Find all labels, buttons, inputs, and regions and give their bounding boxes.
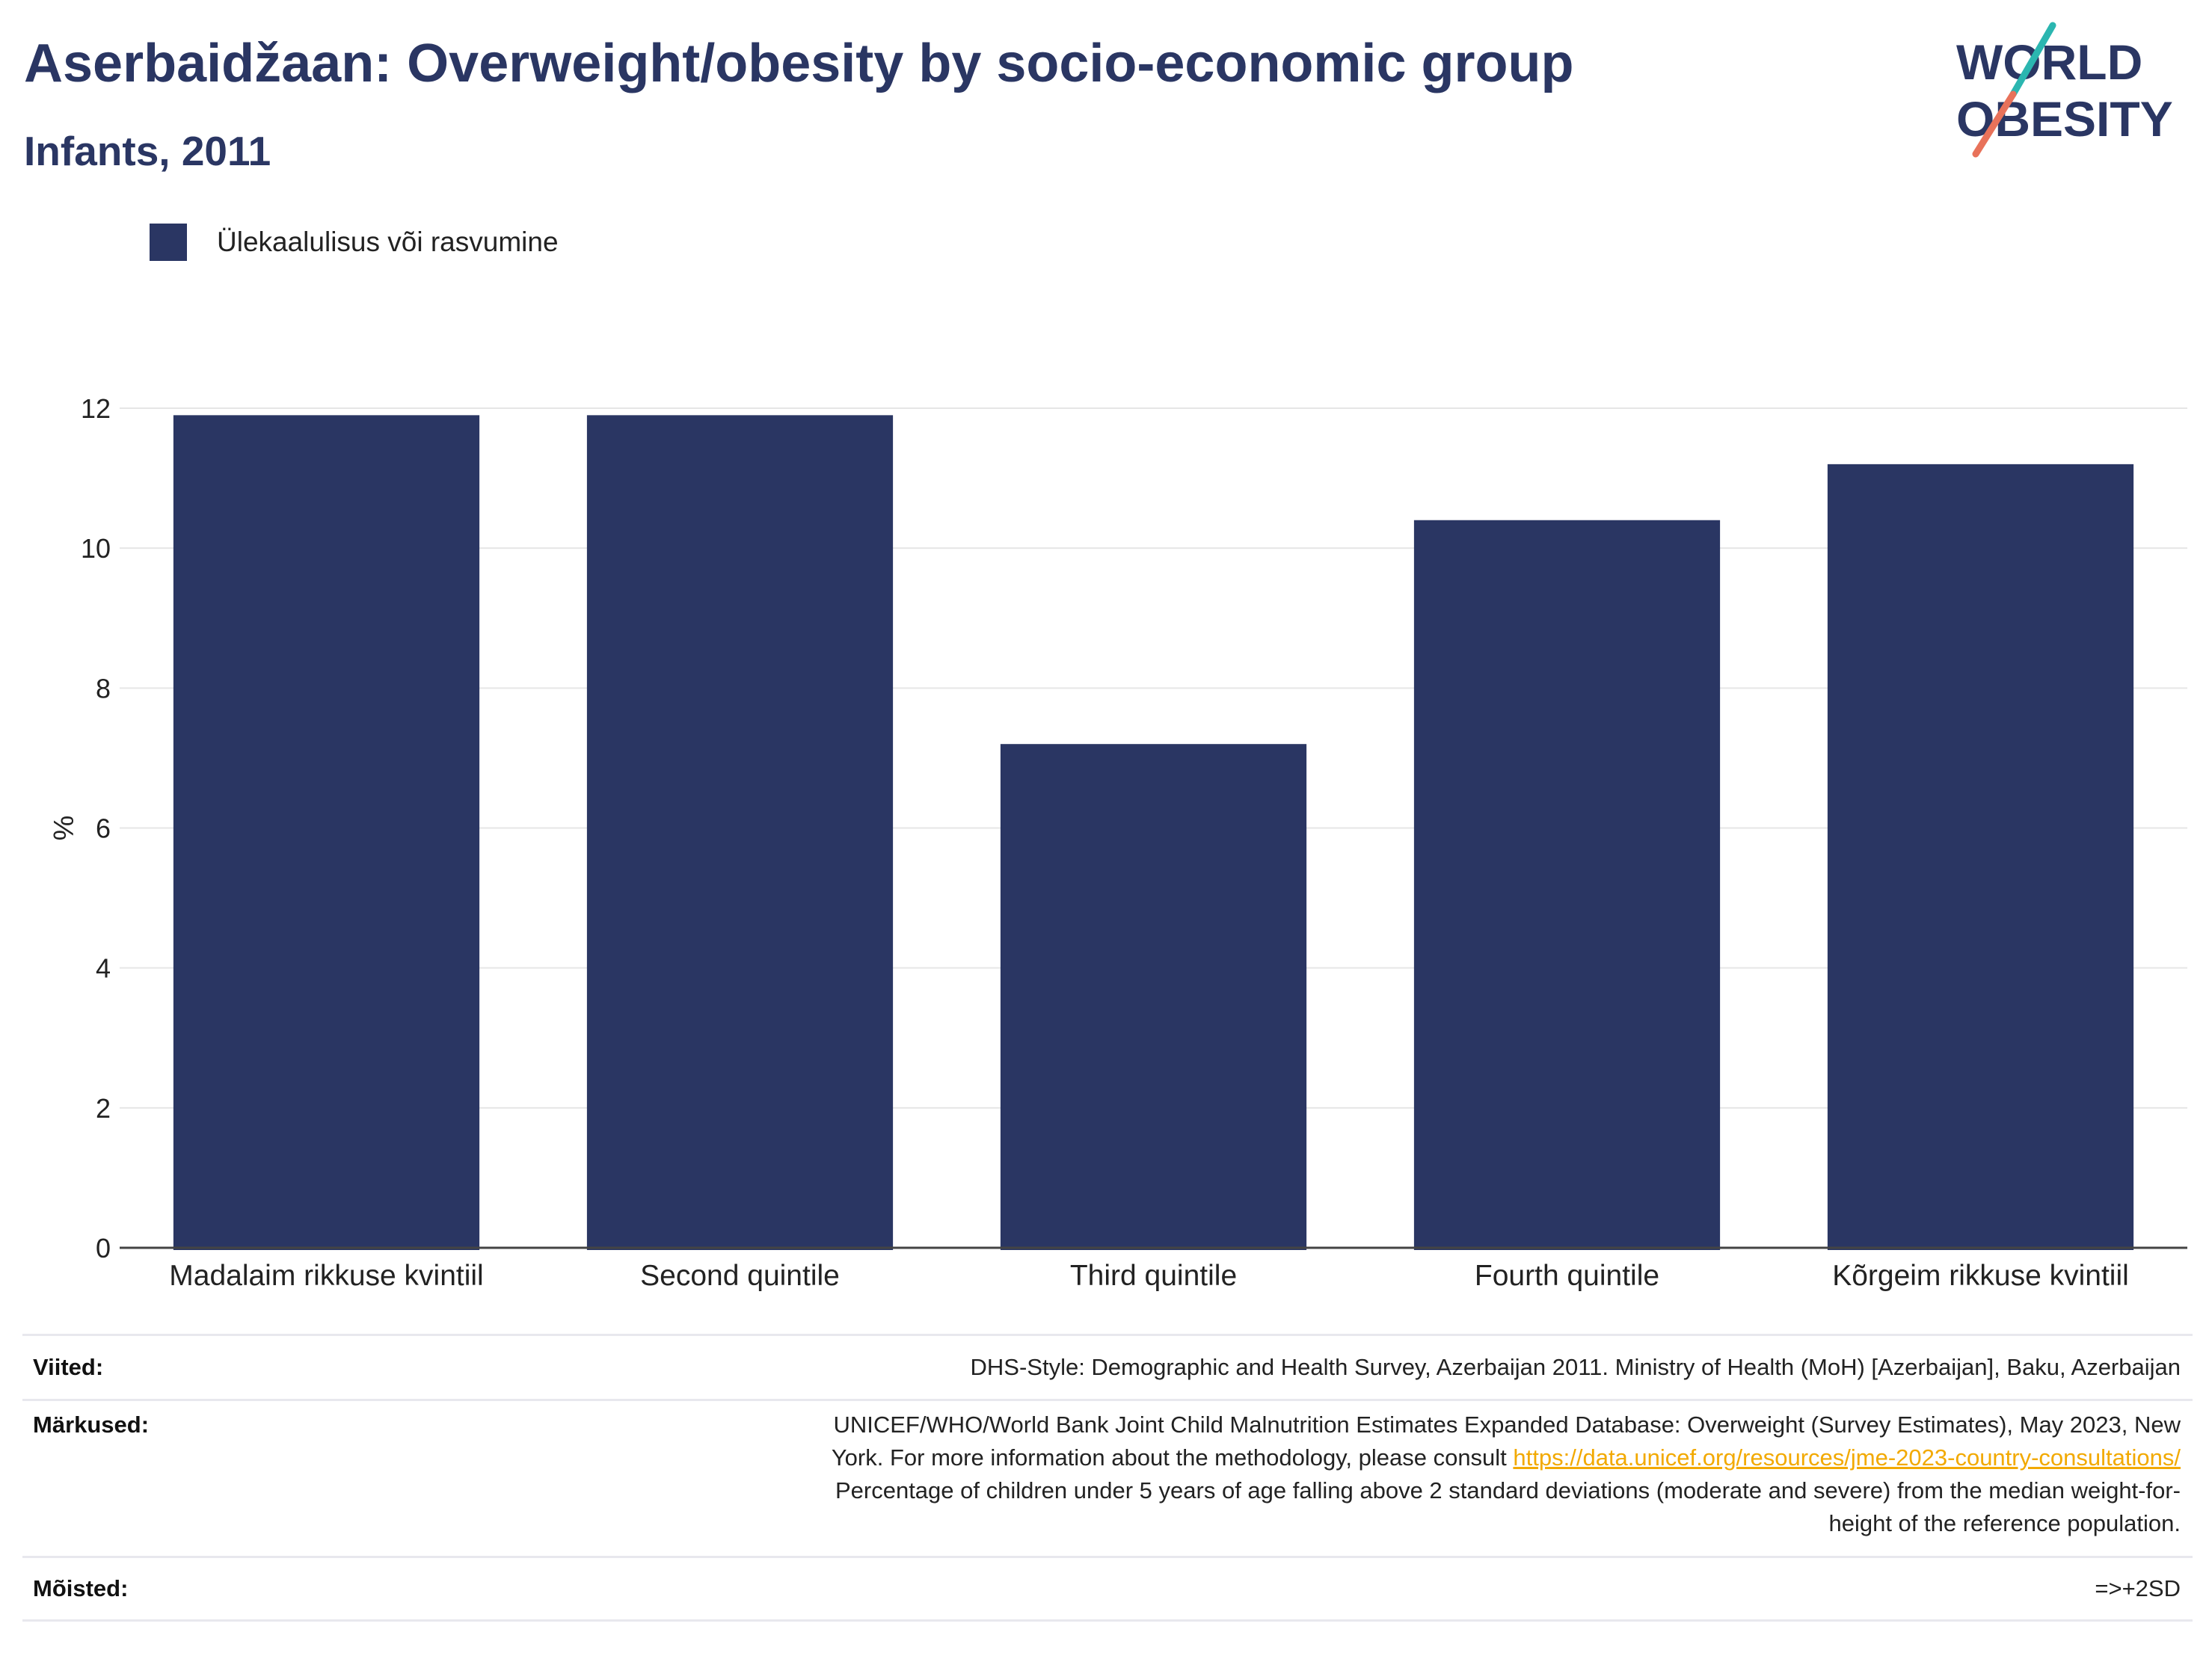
chart-footer: Viited: DHS-Style: Demographic and Healt…: [22, 1334, 2193, 1622]
chart-title: Aserbaidžaan: Overweight/obesity by soci…: [24, 34, 1574, 93]
chart-legend: Ülekaalulisus või rasvumine: [150, 223, 559, 262]
notes-line-4: height of the reference population.: [1828, 1510, 2181, 1536]
sources-label: Viited:: [33, 1354, 104, 1380]
bar: [173, 415, 480, 1250]
y-tick-label: 0: [96, 1233, 111, 1263]
y-tick-label: 6: [96, 813, 111, 844]
y-tick-label: 8: [96, 673, 111, 704]
bar: [1000, 744, 1307, 1250]
logo-slash-top-icon: [2009, 22, 2056, 98]
y-tick-label: 2: [96, 1093, 111, 1124]
definitions-text: =>+2SD: [2095, 1575, 2181, 1601]
bar: [1827, 464, 2134, 1250]
notes-label: Märkused:: [33, 1412, 150, 1438]
sources-text: DHS-Style: Demographic and Health Survey…: [970, 1354, 2181, 1380]
notes-line-3: Percentage of children under 5 years of …: [835, 1477, 2181, 1503]
world-obesity-logo: WORLD OBESITY: [1956, 22, 2173, 158]
logo-slash-bottom-icon: [1972, 90, 2017, 158]
footer-sources-row: Viited: DHS-Style: Demographic and Healt…: [22, 1334, 2193, 1399]
legend-label: Ülekaalulisus või rasvumine: [217, 227, 559, 257]
chart-subtitle: Infants, 2011: [24, 128, 271, 174]
bar-chart: 0 2 4 6 8 10 12% Madalaim rikkuse kvintiil Secon…: [47, 393, 2187, 1292]
methodology-link[interactable]: https://data.unicef.org/resources/jme-20…: [1513, 1444, 2181, 1471]
notes-line-2: York. For more information about the met…: [302, 1441, 2181, 1474]
logo-line1: WORLD: [1956, 34, 2142, 90]
footer-definitions-row: Mõisted: =>+2SD: [22, 1556, 2193, 1622]
x-tick-label: Fourth quintile: [1475, 1260, 1659, 1292]
definitions-label: Mõisted:: [33, 1575, 129, 1601]
y-tick-label: 10: [81, 533, 111, 564]
notes-line-1: UNICEF/WHO/World Bank Joint Child Malnut…: [833, 1412, 2181, 1438]
x-tick-label: Second quintile: [640, 1260, 840, 1292]
legend-swatch: [150, 224, 187, 261]
y-tick-label: 4: [96, 953, 111, 984]
x-tick-label: Kõrgeim rikkuse kvintiil: [1832, 1260, 2129, 1292]
logo-line2: OBESITY: [1956, 91, 2173, 147]
bar: [1413, 520, 1721, 1250]
x-tick-label: Madalaim rikkuse kvintiil: [169, 1260, 483, 1292]
footer-notes-row: Märkused: UNICEF/WHO/World Bank Joint Ch…: [22, 1399, 2193, 1556]
bar: [586, 415, 894, 1250]
y-tick-label: 12: [81, 393, 111, 424]
y-axis-label: %: [47, 816, 79, 841]
notes-text: UNICEF/WHO/World Bank Joint Child Malnut…: [302, 1409, 2193, 1556]
x-tick-label: Third quintile: [1070, 1260, 1237, 1292]
notes-line-2-prefix: York. For more information about the met…: [831, 1444, 1514, 1471]
